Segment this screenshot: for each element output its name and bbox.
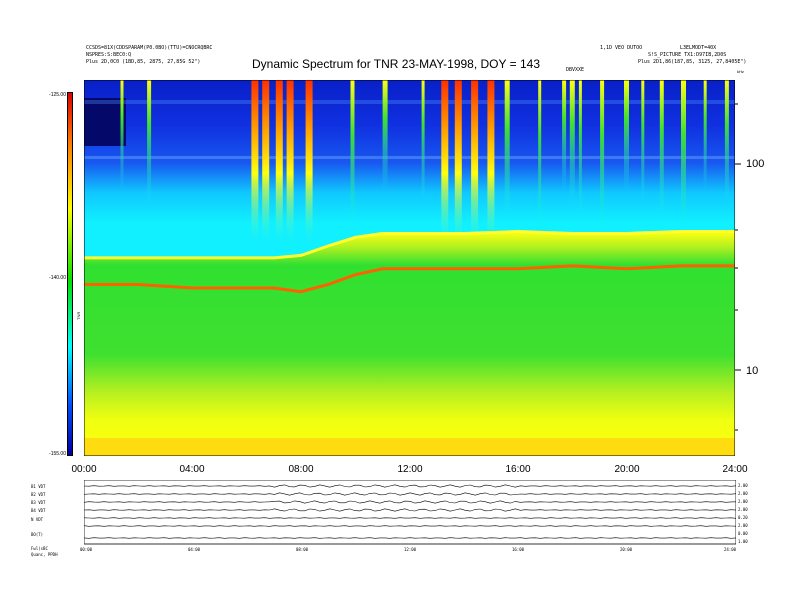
ts-rtick-3: 2.00 bbox=[738, 499, 748, 504]
x-tick-3: 12:00 bbox=[397, 464, 423, 475]
burst-layer bbox=[120, 80, 729, 250]
peak-emission-line bbox=[84, 264, 735, 294]
header-right-line1: 1,1D VEO DUTOO bbox=[600, 45, 643, 51]
chart-title: Dynamic Spectrum for TNR 23-MAY-1998, DO… bbox=[251, 57, 540, 71]
timeseries-lines bbox=[84, 484, 736, 539]
ts-x-tick-6: 24:00 bbox=[723, 547, 737, 552]
timeseries-line bbox=[84, 484, 736, 488]
burst-streak bbox=[120, 80, 124, 190]
ts-x-tick-4: 16:00 bbox=[511, 547, 525, 552]
ts-x-tick-0: 00:00 bbox=[79, 547, 93, 552]
timeseries-line bbox=[84, 500, 736, 504]
burst-streak bbox=[471, 80, 479, 250]
burst-streak bbox=[600, 80, 605, 235]
burst-streak bbox=[624, 80, 629, 190]
header-left-line1: CCSDS=81X(CDDSPARAM(P0.0BO)(TTU)=CNOCRQB… bbox=[86, 45, 213, 51]
colorbar bbox=[67, 92, 73, 456]
ts-rtick-6: 2.00 bbox=[738, 523, 748, 528]
burst-streak bbox=[659, 80, 664, 220]
colorbar-tick-min: -155.00 bbox=[49, 451, 66, 457]
ts-x-tick-2: 08:00 bbox=[295, 547, 309, 552]
burst-streak bbox=[262, 80, 270, 250]
timeseries-line bbox=[84, 508, 736, 512]
ts-rtick-1: 2.00 bbox=[738, 483, 748, 488]
burst-streak bbox=[286, 80, 294, 250]
burst-streak bbox=[251, 80, 259, 250]
spectrogram-band-stripe-2 bbox=[84, 156, 735, 159]
x-tick-5: 20:00 bbox=[614, 464, 640, 475]
ts-rtick-8: 1.00 bbox=[738, 539, 748, 544]
header-left-line2: NSPRES:S:BEC0:Q bbox=[86, 52, 132, 58]
ts-label-4: B4 VDT bbox=[31, 508, 46, 513]
spectrogram bbox=[84, 80, 735, 456]
burst-streak bbox=[681, 80, 686, 235]
y-tick-100: 100 bbox=[746, 158, 765, 170]
burst-streak bbox=[569, 80, 575, 205]
burst-streak bbox=[421, 80, 425, 205]
ts-label-3: B3 VDT bbox=[31, 500, 46, 505]
burst-streak bbox=[350, 80, 355, 235]
emission-band bbox=[84, 231, 735, 456]
burst-streak bbox=[487, 80, 495, 250]
ts-rtick-2: 2.00 bbox=[738, 491, 748, 496]
timeseries-line bbox=[84, 492, 736, 496]
ts-x-tick-1: 04:00 bbox=[187, 547, 201, 552]
y-unit-label: kHz bbox=[737, 69, 744, 74]
ts-x-tick-3: 12:00 bbox=[403, 547, 417, 552]
ts-label-1: B1 VDT bbox=[31, 484, 46, 489]
ts-rtick-7: 0.00 bbox=[738, 531, 748, 536]
header-center-small: DBVXXE bbox=[566, 67, 585, 73]
header-right-line3: S!S_PICTURE TX1:D97IB,2D0S bbox=[648, 52, 727, 58]
band-edge-line bbox=[84, 229, 735, 260]
burst-streak bbox=[454, 80, 462, 250]
header-right-line4: Plus 2D1,86(187,85, 3125, 27,8405E") bbox=[638, 59, 747, 65]
timeseries-line bbox=[84, 525, 736, 527]
x-tick-1: 04:00 bbox=[179, 464, 205, 475]
timeseries-line bbox=[84, 537, 736, 539]
colorbar-label: TNR bbox=[76, 311, 81, 320]
burst-streak bbox=[441, 80, 449, 250]
spectrogram-dark-patch bbox=[84, 98, 126, 146]
burst-streak bbox=[641, 80, 645, 205]
burst-streak bbox=[703, 80, 707, 190]
spectrogram-bottom-band bbox=[84, 438, 735, 456]
header-left-line3: Plus 2D,0C0 (1BD,85, 2875, 27,85G 52") bbox=[86, 59, 201, 65]
timeseries-line bbox=[84, 517, 736, 519]
ts-label-7: Fwl(sBC bbox=[31, 546, 48, 551]
timeseries-panel bbox=[84, 480, 736, 545]
y-tick-10: 10 bbox=[746, 365, 759, 377]
header-right-line2: L3ELMODT=40X bbox=[680, 45, 717, 51]
burst-streak bbox=[504, 80, 510, 220]
ts-rtick-5: 0.20 bbox=[738, 515, 748, 520]
ts-label-2: B2 VDT bbox=[31, 492, 46, 497]
ts-label-5: N VDT bbox=[31, 517, 44, 522]
burst-streak bbox=[724, 80, 729, 205]
ts-label-6: BO(T) bbox=[31, 532, 44, 537]
burst-streak bbox=[562, 80, 567, 190]
y-axis-ticks bbox=[735, 103, 741, 431]
colorbar-tick-max: -125.00 bbox=[49, 92, 66, 98]
ts-rtick-4: 2.00 bbox=[738, 507, 748, 512]
burst-streak bbox=[382, 80, 388, 190]
x-tick-2: 08:00 bbox=[288, 464, 314, 475]
burst-streak bbox=[275, 80, 283, 250]
burst-streak bbox=[147, 80, 152, 205]
ts-x-tick-5: 20:00 bbox=[619, 547, 633, 552]
x-tick-4: 16:00 bbox=[505, 464, 531, 475]
burst-streak bbox=[305, 80, 313, 250]
burst-streak bbox=[578, 80, 582, 220]
spectrogram-band-stripe-1 bbox=[84, 100, 735, 104]
ts-label-8: Quanc, PPDH bbox=[31, 552, 58, 557]
timeseries-frame bbox=[84, 480, 736, 545]
x-tick-6: 24:00 bbox=[722, 464, 748, 475]
x-tick-0: 00:00 bbox=[71, 464, 97, 475]
colorbar-tick-mid: -140.00 bbox=[49, 275, 66, 281]
burst-streak bbox=[538, 80, 542, 235]
